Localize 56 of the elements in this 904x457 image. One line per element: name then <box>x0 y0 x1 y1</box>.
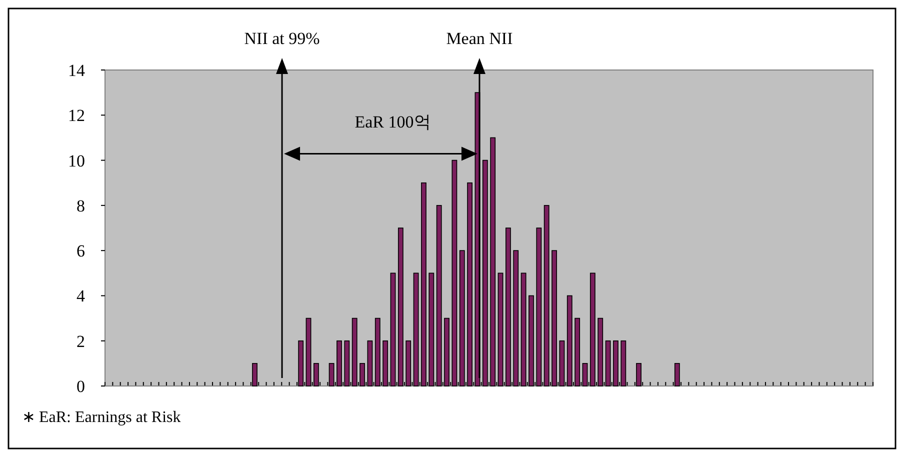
bar <box>436 205 442 386</box>
bar <box>413 272 419 386</box>
annotation: EaR 100억 <box>354 112 431 132</box>
bar <box>336 340 342 386</box>
bar <box>566 295 572 386</box>
y-tick-label: 6 <box>76 242 85 261</box>
bar <box>582 363 588 386</box>
y-tick-label: 12 <box>68 106 85 126</box>
y-tick-label: 14 <box>68 61 86 80</box>
bar <box>498 272 504 386</box>
bar <box>528 295 534 386</box>
bar <box>398 228 404 386</box>
bar <box>313 363 319 386</box>
bar <box>421 182 426 386</box>
bar <box>344 340 350 386</box>
bar <box>444 318 450 386</box>
bar <box>374 318 380 386</box>
bar <box>513 250 519 386</box>
bar <box>428 272 434 386</box>
bar <box>620 340 626 386</box>
bar <box>367 340 373 386</box>
bar <box>590 272 596 386</box>
bar <box>382 340 388 386</box>
bar <box>559 340 565 386</box>
bar <box>536 228 542 386</box>
bar <box>467 182 473 386</box>
bar <box>574 318 580 386</box>
bar <box>544 205 550 386</box>
bar <box>252 363 258 386</box>
bar <box>328 363 334 386</box>
bar <box>505 228 511 386</box>
bar <box>613 340 618 386</box>
bar <box>459 250 465 386</box>
y-tick-label: 0 <box>76 377 85 396</box>
bar <box>390 272 396 386</box>
text: ∗ EaR: Earnings at Risk <box>22 409 181 426</box>
bar <box>482 160 488 386</box>
bar <box>636 363 642 386</box>
bar <box>605 340 611 386</box>
bar <box>452 160 458 386</box>
y-tick-label: 4 <box>76 286 86 306</box>
bar <box>520 272 526 386</box>
bar <box>360 363 365 386</box>
bar <box>674 363 680 386</box>
text: NII at 99% <box>244 29 320 48</box>
y-tick-label: 2 <box>76 332 85 351</box>
bar <box>352 318 358 386</box>
bar <box>490 137 496 386</box>
y-tick-label: 8 <box>76 196 85 216</box>
bar <box>598 318 604 386</box>
bar <box>306 318 312 386</box>
bar <box>406 340 412 386</box>
bar <box>552 250 557 386</box>
text: Mean NII <box>446 29 514 48</box>
y-tick-label: 10 <box>68 151 85 170</box>
bar <box>298 340 304 386</box>
